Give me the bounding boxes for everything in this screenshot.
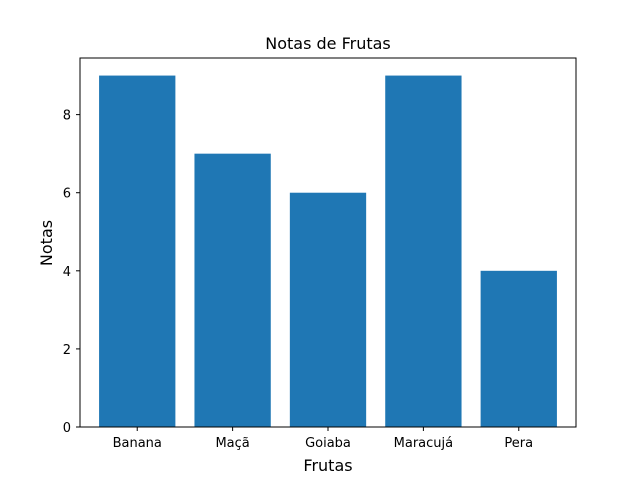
- bar-pera: [480, 270, 557, 427]
- y-tick-label: 6: [63, 187, 71, 202]
- x-tick-label: Pera: [504, 436, 533, 451]
- x-axis: Banana Maçã Goiaba Maracujá Pera: [113, 427, 533, 451]
- x-tick-label: Banana: [113, 436, 162, 451]
- bar-goiaba: [289, 192, 367, 427]
- chart-title: Notas de Frutas: [265, 34, 391, 53]
- bar-maracujá: [385, 75, 462, 428]
- plot-frame: [79, 57, 577, 428]
- y-tick-label: 4: [63, 265, 71, 280]
- x-tick-label: Maracujá: [394, 436, 453, 451]
- bars-group: [99, 75, 557, 428]
- y-tick-label: 2: [63, 343, 71, 358]
- y-tick-label: 0: [63, 421, 71, 436]
- x-tick-label: Maçã: [215, 436, 249, 451]
- bar-maçã: [194, 153, 271, 427]
- y-axis: 0 2 4 6 8: [63, 109, 80, 436]
- y-tick-label: 8: [63, 109, 71, 124]
- y-axis-label: Notas: [37, 220, 56, 266]
- bar-banana: [99, 75, 176, 428]
- x-axis-label: Frutas: [303, 456, 352, 475]
- x-tick-label: Goiaba: [305, 436, 351, 451]
